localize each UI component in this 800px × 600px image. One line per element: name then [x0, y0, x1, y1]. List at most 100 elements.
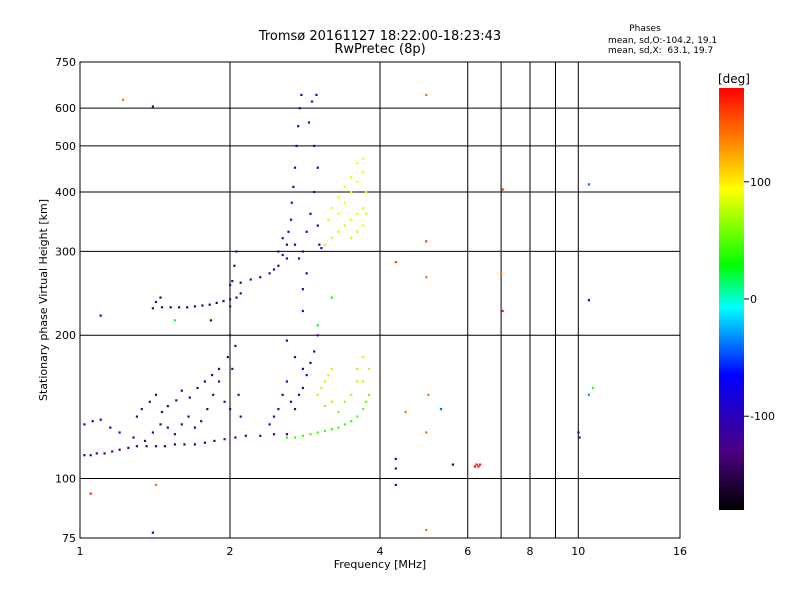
data-point: [337, 196, 340, 199]
data-point: [212, 393, 215, 396]
data-point: [99, 314, 102, 317]
data-point: [203, 380, 206, 383]
data-point: [151, 307, 154, 310]
data-point: [229, 284, 232, 287]
data-point: [203, 441, 206, 444]
data-point: [309, 212, 312, 215]
data-point: [268, 272, 271, 275]
colorbar-tick-label: 0: [750, 293, 757, 306]
x-tick-label: 6: [464, 545, 471, 558]
data-point: [316, 166, 319, 169]
data-point: [237, 393, 240, 396]
data-point: [89, 492, 92, 495]
data-point: [277, 250, 280, 253]
data-point: [160, 306, 164, 309]
data-point: [362, 408, 365, 411]
data-point: [154, 445, 158, 448]
y-axis-ticks: 75 100 200 300 400 500 600 750: [55, 56, 76, 545]
data-point: [323, 429, 326, 432]
data-point: [285, 243, 288, 246]
data-point: [356, 380, 359, 383]
data-point: [166, 405, 169, 408]
data-point: [501, 188, 504, 191]
data-point: [229, 298, 232, 301]
data-point: [316, 224, 319, 227]
data-point: [577, 431, 580, 434]
data-point: [293, 356, 297, 359]
data-point: [320, 386, 323, 390]
data-point: [222, 300, 225, 303]
data-point: [356, 230, 359, 233]
data-point: [473, 465, 476, 468]
data-point: [173, 319, 176, 322]
data-point: [316, 431, 319, 434]
data-point: [272, 415, 276, 418]
data-point: [217, 380, 221, 383]
data-point: [356, 367, 359, 370]
data-point: [356, 162, 359, 165]
data-point: [235, 296, 238, 299]
data-point: [196, 386, 199, 390]
data-point: [159, 296, 162, 299]
data-point: [350, 420, 353, 423]
data-point: [451, 463, 454, 466]
data-point: [277, 408, 280, 411]
data-point: [330, 428, 333, 431]
grid: [80, 62, 680, 538]
data-point: [99, 418, 102, 421]
data-point: [425, 528, 428, 532]
data-point: [143, 439, 147, 442]
data-point: [187, 415, 190, 418]
data-point: [587, 393, 590, 396]
data-point: [183, 443, 186, 446]
data-point: [479, 463, 482, 466]
data-point: [298, 107, 301, 110]
data-point: [362, 356, 365, 359]
data-point: [285, 257, 288, 260]
data-point: [323, 380, 326, 383]
data-point: [578, 436, 581, 439]
x-tick-label: 2: [227, 545, 234, 558]
x-tick-label: 4: [377, 545, 384, 558]
data-point: [425, 93, 428, 96]
data-point: [309, 433, 312, 436]
data-point: [201, 304, 204, 307]
data-point: [477, 465, 480, 468]
data-point: [259, 276, 262, 279]
data-point: [249, 278, 252, 281]
data-point: [337, 230, 340, 233]
data-point: [425, 431, 428, 434]
data-point: [180, 389, 183, 392]
data-point: [281, 253, 284, 257]
data-point: [293, 166, 297, 169]
data-point: [367, 367, 371, 370]
data-point: [297, 125, 300, 128]
x-tick-label: 10: [571, 545, 585, 558]
y-tick-label: 200: [55, 329, 76, 342]
data-point: [295, 144, 298, 147]
data-point: [337, 410, 340, 414]
data-point: [293, 243, 297, 246]
data-point: [301, 386, 304, 390]
data-point: [362, 224, 365, 227]
data-point: [223, 400, 226, 403]
data-point: [233, 264, 236, 267]
data-point: [427, 393, 430, 396]
data-point: [343, 423, 346, 426]
y-tick-label: 600: [55, 102, 76, 115]
data-point: [475, 463, 478, 466]
chart-subtitle: RwPretec (8p): [334, 42, 425, 57]
data-point: [394, 457, 397, 460]
data-point: [289, 218, 293, 221]
data-point: [188, 396, 191, 399]
data-point: [310, 100, 314, 103]
data-point: [231, 280, 234, 283]
data-point: [159, 423, 162, 426]
data-point: [178, 306, 181, 309]
data-point: [234, 344, 237, 347]
data-point: [175, 399, 178, 402]
data-point: [425, 276, 428, 279]
data-point: [285, 433, 288, 436]
y-tick-label: 75: [62, 532, 76, 545]
